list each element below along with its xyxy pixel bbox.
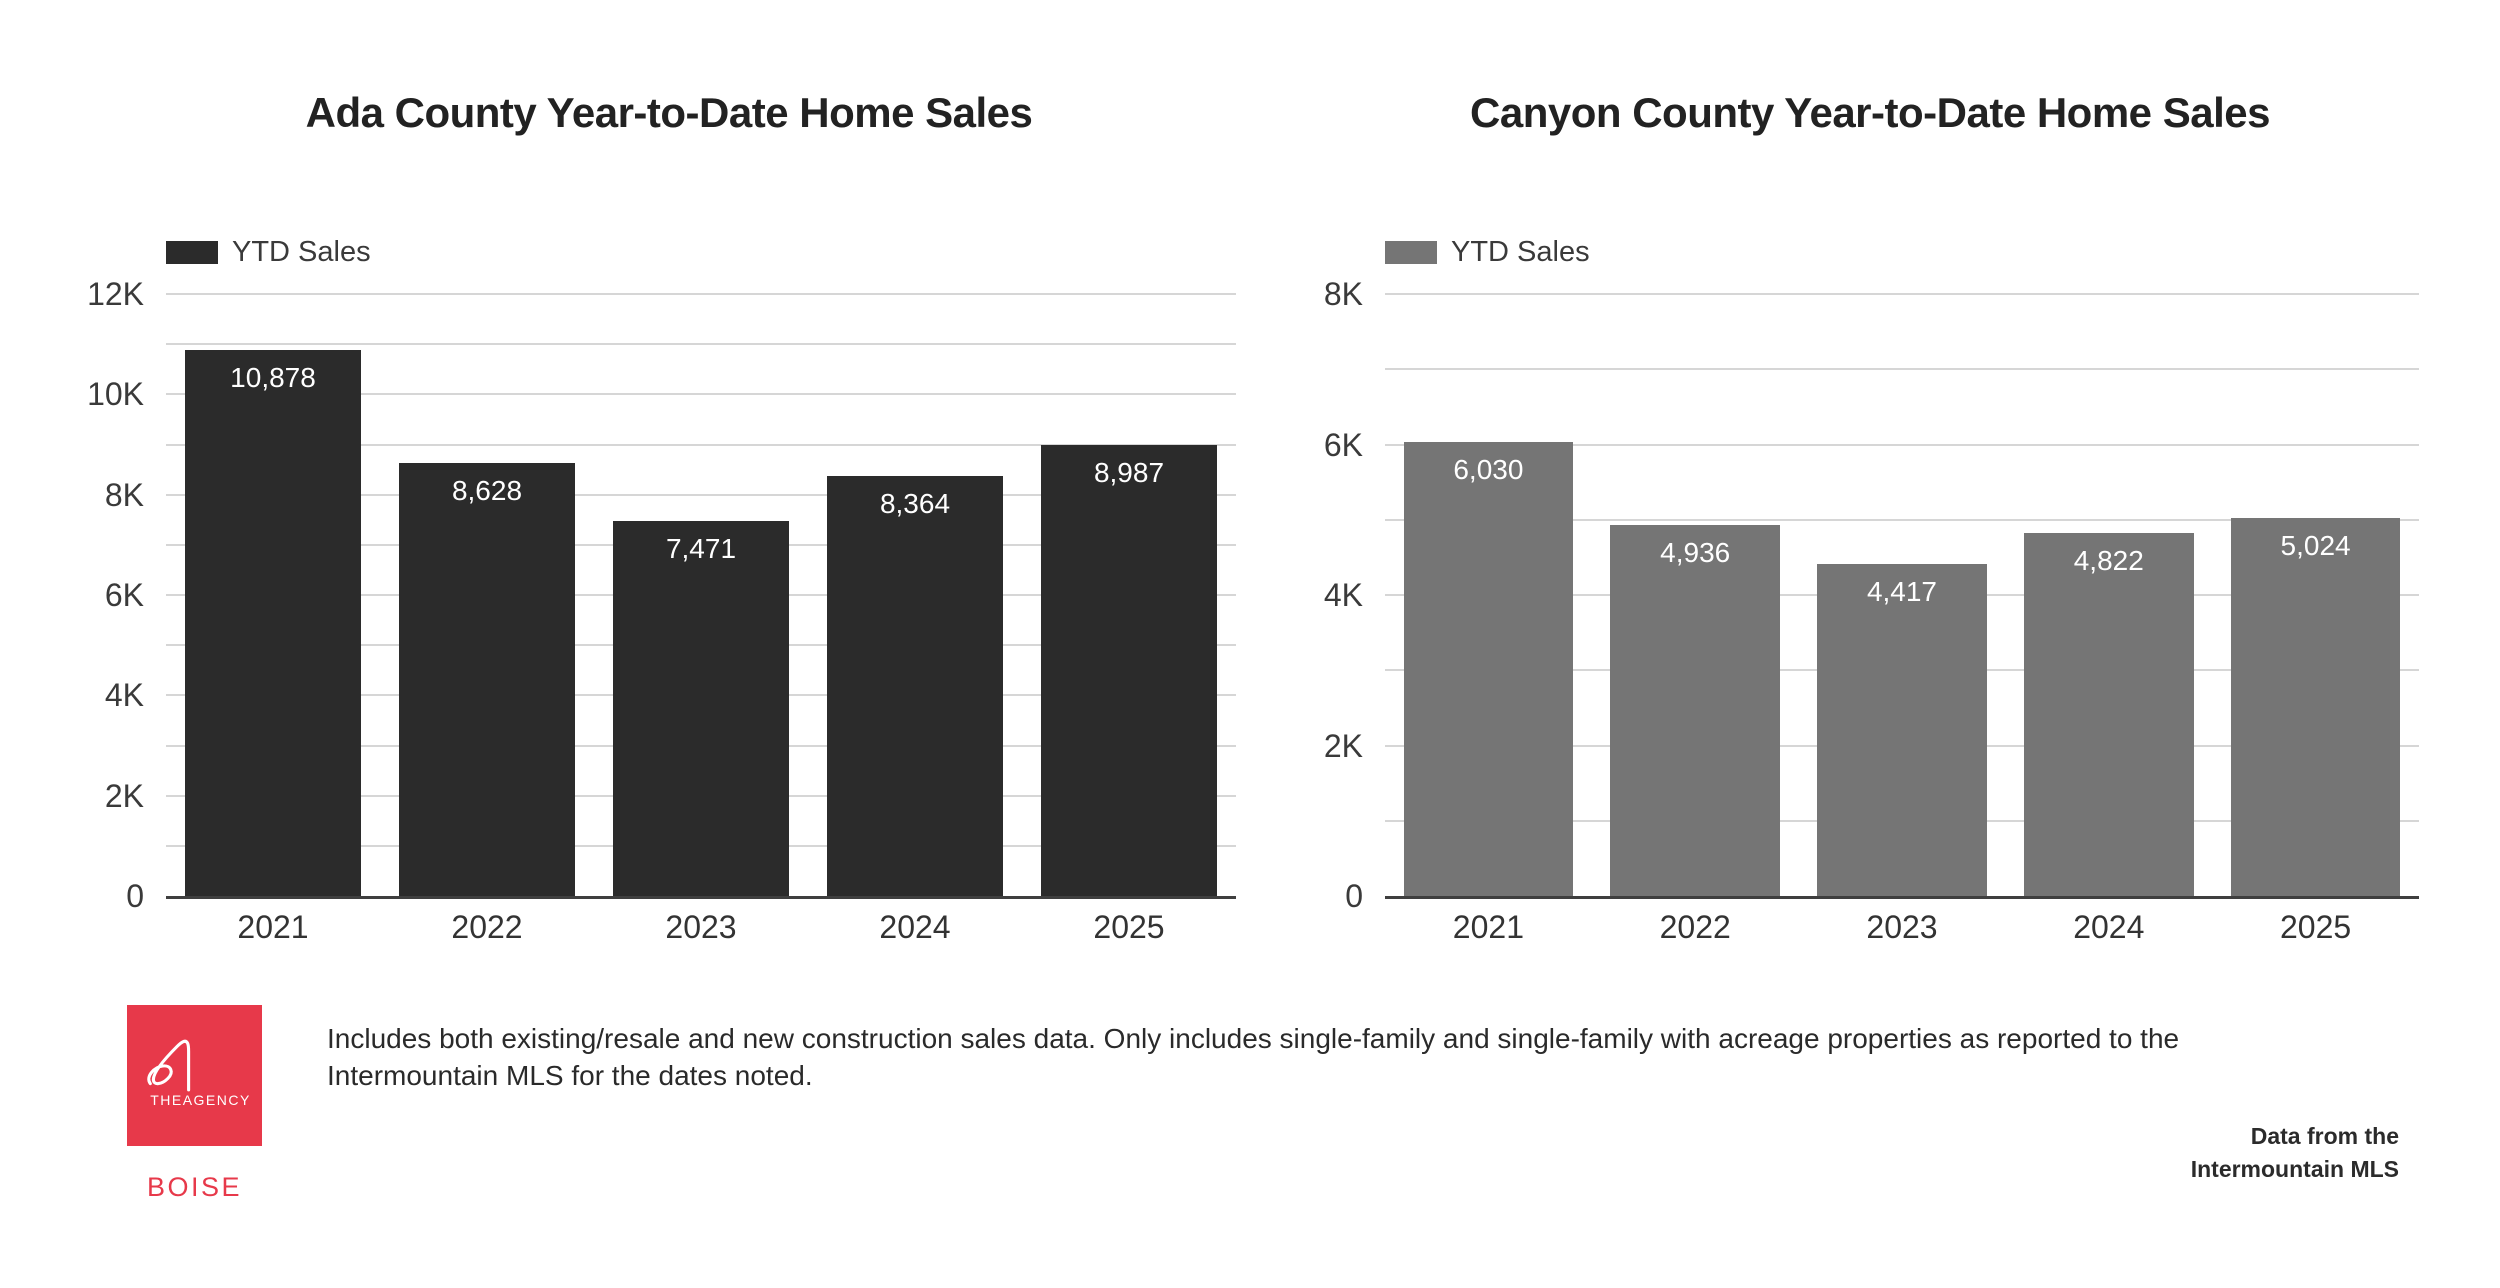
bar-slot: 7,471 xyxy=(594,294,808,896)
disclaimer-line-2: Intermountain MLS for the dates noted. xyxy=(327,1060,813,1091)
bar-value-label: 8,987 xyxy=(1093,457,1165,489)
y-tick-label: 2K xyxy=(1323,727,1363,764)
x-axis-label: 2025 xyxy=(1093,909,1165,945)
gridline xyxy=(1385,443,2419,446)
y-tick-label: 8K xyxy=(104,476,144,513)
source-line-1: Data from the xyxy=(2250,1123,2399,1149)
bar-slot: 6,030 xyxy=(1385,294,1592,896)
bar-2024: 8,364 xyxy=(827,476,1003,896)
x-axis-label: 2022 xyxy=(1659,909,1731,945)
x-axis: 2021 2022 2023 2024 2025 xyxy=(1385,909,2419,946)
y-tick-label: 0 xyxy=(126,878,144,914)
y-tick-label: 8K xyxy=(1323,276,1363,312)
x-axis-label: 2023 xyxy=(1866,909,1938,945)
disclaimer-text: Includes both existing/resale and new co… xyxy=(327,1020,2377,1094)
bar-2025: 8,987 xyxy=(1041,445,1217,896)
gridline xyxy=(166,443,1236,446)
bar-slot: 4,822 xyxy=(2005,294,2212,896)
bar-slot: 8,987 xyxy=(1022,294,1236,896)
x-axis-label: 2021 xyxy=(237,909,309,945)
chart-title: Canyon County Year-to-Date Home Sales xyxy=(1470,89,2270,136)
bar-2021: 10,878 xyxy=(185,350,361,896)
bar-value-label: 4,822 xyxy=(2073,545,2144,577)
bar-2021: 6,030 xyxy=(1403,442,1574,896)
plot-area: 0 2K 4K 6K 8K 10K 12K 10,878 8,628 7,471 8,364 8,9… xyxy=(87,278,1236,945)
y-tick-label: 6K xyxy=(104,577,144,613)
bar-slot: 5,024 xyxy=(2212,294,2419,896)
plot-area: 0 2K 4K 6K 8K 6,030 4,936 4,417 4,822 5,024 2021… xyxy=(1324,278,2419,945)
y-tick-label: 0 xyxy=(1345,878,1363,914)
bar-slot: 8,628 xyxy=(380,294,594,896)
y-tick-label: 10K xyxy=(87,376,144,413)
x-axis: 2021 2022 2023 2024 2025 xyxy=(166,909,1236,946)
bars: 6,030 4,936 4,417 4,822 5,024 xyxy=(1385,294,2419,896)
legend-label: YTD Sales xyxy=(1451,236,1590,268)
bar-slot: 4,936 xyxy=(1592,294,1799,896)
y-axis: 0 2K 4K 6K 8K 10K 12K xyxy=(70,278,166,912)
bar-value-label: 4,936 xyxy=(1660,536,1731,568)
gridline xyxy=(166,293,1236,295)
legend-swatch xyxy=(1385,241,1437,264)
bar-2024: 4,822 xyxy=(2024,533,2194,896)
y-tick-label: 2K xyxy=(104,777,144,814)
legend: YTD Sales xyxy=(1385,236,1590,269)
gridline xyxy=(1385,518,2419,521)
legend-label: YTD Sales xyxy=(232,236,371,268)
gridline xyxy=(166,393,1236,396)
y-tick-label: 4K xyxy=(104,677,144,714)
bar-slot: 4,417 xyxy=(1799,294,2006,896)
bar-2025: 5,024 xyxy=(2230,517,2401,896)
bar-slot: 10,878 xyxy=(166,294,380,896)
legend-swatch xyxy=(166,241,218,264)
bar-value-label: 4,417 xyxy=(1866,575,1938,607)
x-axis-label: 2023 xyxy=(665,909,737,945)
gridline xyxy=(166,493,1236,496)
disclaimer-line-1: Includes both existing/resale and new co… xyxy=(327,1023,2180,1054)
source-line-2: Intermountain MLS xyxy=(2190,1156,2399,1182)
canyon-county-chart: Canyon County Year-to-Date Home Sales YT… xyxy=(1315,0,2425,1000)
agency-logo: THEAGENCY xyxy=(127,1005,262,1146)
bar-value-label: 7,471 xyxy=(665,533,737,565)
bar-2023: 7,471 xyxy=(613,521,789,896)
gridline xyxy=(166,343,1236,346)
bar-slot: 8,364 xyxy=(808,294,1022,896)
gridline xyxy=(1385,293,2419,295)
bars: 10,878 8,628 7,471 8,364 8,987 xyxy=(166,294,1236,896)
chart-title: Ada County Year-to-Date Home Sales xyxy=(305,89,1033,136)
bar-2022: 4,936 xyxy=(1610,524,1780,896)
legend: YTD Sales xyxy=(166,236,371,269)
y-axis: 0 2K 4K 6K 8K xyxy=(1289,278,1385,912)
x-axis-label: 2024 xyxy=(879,909,951,945)
y-tick-label: 4K xyxy=(1323,577,1363,613)
bar-2023: 4,417 xyxy=(1817,563,1987,896)
x-axis-label: 2022 xyxy=(451,909,523,945)
data-source-note: Data from the Intermountain MLS xyxy=(2191,1120,2399,1186)
y-tick-label: 12K xyxy=(87,276,144,312)
y-tick-label: 6K xyxy=(1323,426,1363,463)
x-axis-label: 2024 xyxy=(2073,909,2145,945)
agency-brand-text: THEAGENCY xyxy=(150,1092,251,1108)
agency-a-icon xyxy=(147,1039,191,1092)
bar-2022: 8,628 xyxy=(399,463,575,896)
bar-value-label: 8,628 xyxy=(451,475,523,507)
bar-value-label: 6,030 xyxy=(1453,454,1524,486)
ada-county-chart: Ada County Year-to-Date Home Sales YTD S… xyxy=(87,0,1242,1000)
office-name: BOISE xyxy=(146,1172,243,1202)
x-axis-label: 2025 xyxy=(2279,909,2352,945)
x-axis-label: 2021 xyxy=(1452,909,1524,945)
bar-value-label: 10,878 xyxy=(230,362,316,394)
gridline xyxy=(1385,368,2419,371)
bar-value-label: 5,024 xyxy=(2280,529,2351,561)
bar-value-label: 8,364 xyxy=(879,488,951,520)
